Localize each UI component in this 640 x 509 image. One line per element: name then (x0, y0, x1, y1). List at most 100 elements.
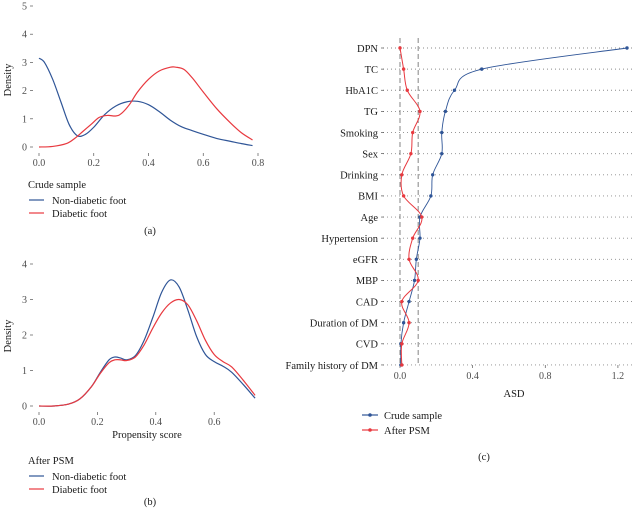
c-point-after-psm (405, 88, 409, 92)
c-point-after-psm (416, 278, 420, 283)
c-line-after-psm (399, 47, 423, 365)
c-xtick-label: 0.0 (394, 371, 407, 382)
a-ytick-label: 5 (22, 2, 27, 13)
c-category-label: eGFR (353, 255, 378, 266)
panel-c-legend-dot-crude (368, 413, 372, 417)
panel-c-legend-label-crude: Crude sample (384, 411, 442, 422)
panel-b-label: (b) (144, 497, 157, 508)
panel-b-xticks: 0.0 0.2 0.4 0.6 (33, 412, 220, 428)
c-xtick-label: 0.8 (539, 371, 552, 382)
a-ytick-label: 1 (22, 114, 27, 125)
a-xtick-label: 0.8 (252, 158, 265, 169)
c-point-crude-sample (414, 257, 419, 261)
a-xtick-label: 0.4 (142, 158, 155, 169)
c-category-label: DPN (357, 44, 378, 55)
c-point-after-psm (407, 257, 411, 261)
c-point-after-psm (400, 342, 404, 346)
c-xtick-label: 1.2 (612, 371, 625, 382)
panel-b-density-psm: Density 0 1 2 3 4 0.0 0.2 0.4 0.6 Propensity sc… (3, 260, 256, 508)
a-xtick-label: 0.0 (33, 158, 46, 169)
a-line-non-diabetic-foot (38, 57, 253, 147)
panel-c-asd: DPN TC HbA1C TG Smoking Sex Drinking BMI Age Hype… (286, 38, 632, 463)
c-point-crude-sample (401, 320, 406, 325)
panel-b-lines (38, 279, 256, 407)
c-xtick-label: 0.4 (466, 371, 479, 382)
panel-c-reference-lines (399, 38, 419, 364)
b-xtick-label: 0.0 (33, 417, 46, 428)
panel-a-legend-label-diabetic: Diabetic foot (52, 209, 107, 220)
c-category-label: CVD (356, 340, 379, 351)
b-line-diabetic-foot (38, 298, 256, 407)
c-point-crude-sample (430, 173, 435, 177)
panel-a-yticks: 0 1 2 3 4 5 (22, 2, 33, 154)
panel-c-xlabel: ASD (503, 389, 524, 400)
c-point-crude-sample (443, 109, 448, 114)
panel-a-legend-label-non-diabetic: Non-diabetic foot (52, 196, 126, 207)
c-category-label: HbA1C (345, 86, 378, 97)
c-point-crude-sample (452, 88, 457, 92)
c-point-after-psm (400, 299, 404, 304)
c-category-label: Smoking (340, 128, 379, 139)
panel-a-ylabel: Density (3, 63, 14, 96)
panel-c-lines (399, 47, 628, 365)
c-point-crude-sample (412, 278, 417, 283)
panel-c-label: (c) (478, 452, 490, 463)
c-point-crude-sample (480, 67, 484, 71)
b-xtick-label: 0.2 (91, 417, 104, 428)
c-point-after-psm (400, 173, 404, 177)
panel-b-legend-label-diabetic: Diabetic foot (52, 485, 107, 496)
c-point-crude-sample (440, 151, 444, 156)
b-ytick-label: 4 (22, 260, 27, 271)
c-point-crude-sample (440, 130, 444, 135)
panel-c-category-labels: DPN TC HbA1C TG Smoking Sex Drinking BMI Age Hype… (286, 44, 379, 372)
panel-c-points (398, 46, 629, 367)
c-point-crude-sample (429, 194, 433, 198)
c-point-after-psm (400, 363, 404, 367)
b-ytick-label: 1 (22, 366, 27, 377)
b-ytick-label: 2 (22, 331, 27, 342)
c-point-after-psm (420, 215, 424, 219)
panel-a-xticks: 0.0 0.2 0.4 0.6 0.8 (33, 153, 265, 169)
a-ytick-label: 2 (22, 86, 27, 97)
c-category-label: TG (364, 107, 378, 118)
c-category-label: MBP (356, 276, 378, 287)
a-ytick-label: 4 (22, 30, 27, 41)
c-point-after-psm (411, 236, 415, 240)
c-category-label: CAD (356, 297, 379, 308)
c-point-crude-sample (407, 299, 411, 304)
a-xtick-label: 0.2 (88, 158, 101, 169)
c-line-crude-sample (400, 47, 628, 365)
a-xtick-label: 0.6 (197, 158, 210, 169)
panel-c-gridlines (381, 47, 632, 366)
panel-b-legend-label-non-diabetic: Non-diabetic foot (52, 472, 126, 483)
a-ytick-label: 3 (22, 58, 27, 69)
c-category-label: Duration of DM (310, 318, 379, 329)
panel-a-legend-title: Crude sample (28, 180, 86, 191)
panel-a-label: (a) (144, 226, 156, 237)
c-point-after-psm (418, 109, 422, 114)
c-point-after-psm (401, 194, 406, 198)
panel-a-lines (38, 57, 253, 148)
panel-b-legend-title: After PSM (28, 456, 74, 467)
b-xtick-label: 0.4 (150, 417, 163, 428)
b-ytick-label: 3 (22, 295, 27, 306)
c-point-after-psm (401, 67, 406, 71)
b-ytick-label: 0 (22, 402, 27, 413)
c-point-crude-sample (418, 236, 422, 240)
a-line-diabetic-foot (38, 66, 253, 148)
c-category-label: BMI (358, 192, 378, 203)
a-ytick-label: 0 (22, 143, 27, 154)
c-category-label: Age (361, 213, 379, 224)
panel-c-xticks: 0.0 0.4 0.8 1.2 (394, 365, 624, 382)
c-point-after-psm (407, 320, 411, 325)
c-category-label: Drinking (340, 171, 379, 182)
c-category-label: Family history of DM (286, 361, 379, 372)
panel-c-legend-dot-psm (368, 428, 372, 432)
panel-b-yticks: 0 1 2 3 4 (22, 260, 33, 413)
c-point-crude-sample (625, 46, 629, 50)
panel-c-legend-label-psm: After PSM (384, 426, 430, 437)
c-point-after-psm (409, 151, 413, 156)
c-category-label: Sex (362, 149, 379, 160)
c-category-label: Hypertension (321, 234, 378, 245)
